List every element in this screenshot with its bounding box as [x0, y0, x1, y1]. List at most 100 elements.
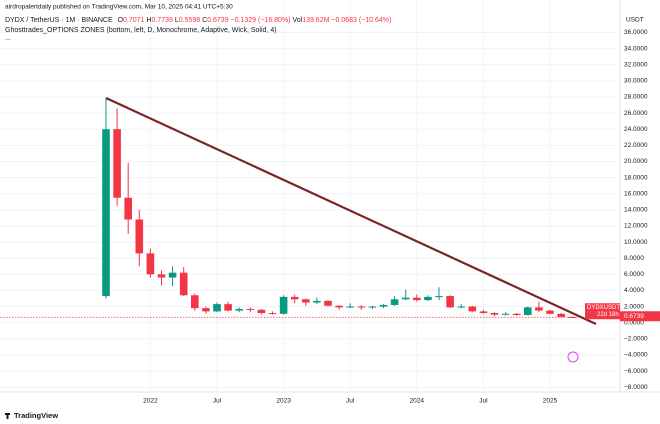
candle-body: [135, 219, 144, 254]
y-tick-label: 0.0000: [624, 319, 644, 326]
y-tick-label: 12.0000: [624, 223, 648, 230]
candle-body: [368, 306, 377, 308]
x-tick-label: 2022: [143, 398, 158, 405]
candle-body: [346, 306, 354, 308]
y-tick-label: 18.0000: [624, 174, 648, 181]
x-tick-label: Jul: [479, 398, 488, 405]
legend-prefix: H: [146, 17, 151, 24]
currency: USDT: [626, 17, 644, 24]
x-tick-label: 2023: [276, 398, 291, 405]
candle-body: [202, 308, 210, 312]
candle-body: [546, 310, 554, 314]
candle-body: [313, 300, 321, 303]
y-tick-label: −6.0000: [624, 368, 648, 375]
event-icon: [567, 351, 579, 363]
indicator: Ghosttrades_OPTIONS ZONES (bottom, left,…: [5, 27, 277, 34]
candle-body: [535, 307, 543, 311]
price-badge-value: 0.6739: [624, 313, 644, 320]
candle-body: [435, 296, 443, 298]
y-tick-label: −2.0000: [624, 336, 648, 343]
candle-body: [479, 311, 488, 314]
y-tick-label: 10.0000: [624, 239, 648, 246]
candle-body: [113, 129, 121, 198]
price-tag-countdown: 22d 18h: [597, 312, 619, 318]
y-tick-label: 20.0000: [624, 158, 648, 165]
y-tick-label: 24.0000: [624, 126, 648, 133]
legend-close: 0.6739: [207, 17, 229, 24]
candle-body: [390, 299, 399, 305]
candle-body: [557, 313, 565, 317]
price-tag: [585, 303, 620, 320]
candle-body: [257, 309, 266, 314]
y-tick-label: 4.0000: [624, 287, 644, 294]
candle-body: [524, 307, 532, 316]
legend-high: 0.7739: [151, 17, 173, 24]
candle-body: [246, 308, 255, 310]
y-tick-label: 26.0000: [624, 110, 648, 117]
plot: [0, 97, 620, 319]
candle-body: [568, 316, 576, 318]
candle-body: [224, 304, 232, 311]
candle-body: [268, 313, 277, 315]
candle-body: [446, 296, 454, 308]
x-tick-label: Jul: [213, 398, 222, 405]
legend-prefix: C: [202, 17, 207, 24]
candle-body: [235, 308, 243, 311]
candle-body: [146, 253, 155, 275]
candle-body: [279, 296, 288, 314]
candle-body: [468, 306, 477, 312]
candle-body: [324, 300, 332, 306]
y-tick-label: −4.0000: [624, 352, 648, 359]
candle-body: [157, 274, 166, 278]
candle-body: [424, 296, 432, 301]
logo: [5, 413, 10, 419]
y-tick-label: 28.0000: [624, 94, 648, 101]
candle-body: [290, 296, 299, 300]
published: airdropalertdaily published on TradingVi…: [5, 4, 233, 11]
candle-body: [124, 197, 132, 220]
candle-body: [168, 272, 177, 278]
y-tick-label: 32.0000: [624, 61, 648, 68]
candle-body: [512, 313, 521, 316]
y-tick-label: 36.0000: [624, 29, 648, 36]
candle-body: [102, 129, 110, 297]
y-tick-label: 8.0000: [624, 255, 644, 262]
x-tick-label: Jul: [346, 398, 355, 405]
candle-body: [302, 299, 310, 303]
candle-body: [457, 306, 465, 308]
volume-change: −0.0683 (−10.64%): [331, 17, 391, 24]
x-tick-label: 2025: [543, 398, 558, 405]
trendline: [105, 97, 597, 325]
legend-prefix: O: [118, 17, 124, 24]
legend-open: 0.7071: [123, 17, 145, 24]
candle-body: [357, 306, 366, 308]
y-tick-label: 34.0000: [624, 45, 648, 52]
price-badge: [620, 311, 660, 322]
footer: TradingView: [14, 411, 58, 420]
volume: 139.62M: [302, 17, 329, 24]
x-tick-label: 2024: [410, 398, 425, 405]
legend-low: 0.5598: [179, 17, 201, 24]
candle-body: [179, 272, 188, 296]
y-tick-label: 30.0000: [624, 78, 648, 85]
candle-body: [213, 304, 221, 312]
candle-body: [379, 304, 388, 307]
y-tick-label: 16.0000: [624, 190, 648, 197]
y-tick-label: 6.0000: [624, 271, 644, 278]
more: ...: [5, 35, 11, 42]
legend: DYDX / TetherUS · 1M · BINANCE O0.7071 H…: [5, 17, 391, 24]
y-tick-label: 2.0000: [624, 303, 644, 310]
candle-body: [413, 297, 421, 301]
candle-body: [401, 297, 410, 300]
candle-body: [501, 313, 510, 315]
y-tick-label: −8.0000: [624, 384, 648, 391]
candle-body: [191, 295, 199, 309]
legend-prefix: L: [175, 17, 179, 24]
price-tag-ticker: DYDXUSDT: [587, 305, 620, 311]
symbol: DYDX / TetherUS · 1M · BINANCE: [5, 17, 113, 24]
y-tick-label: 14.0000: [624, 207, 648, 214]
volume-label: Vol: [292, 17, 302, 24]
candle-body: [335, 305, 343, 308]
